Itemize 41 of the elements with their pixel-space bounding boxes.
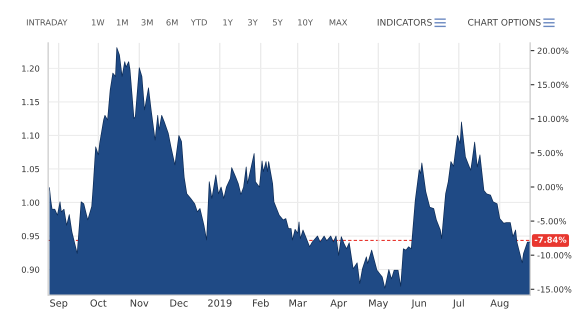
y-tick-label: 1.00: [22, 199, 40, 206]
y2-tick-label: 20.00%: [538, 48, 568, 54]
x-tick-label: Dec: [170, 299, 188, 307]
y-tick-label: 1.05: [22, 166, 40, 172]
y2-tick-label: -5.00%: [537, 218, 566, 224]
x-tick-label: Mar: [289, 299, 307, 307]
y2-tick-label: 5.00%: [538, 150, 564, 156]
x-tick-label: Oct: [90, 299, 106, 307]
x-tick-label: Jun: [411, 299, 426, 309]
text: CHART OPTIONS: [468, 18, 541, 26]
x-tick-label: Feb: [253, 299, 269, 307]
text: 3M: [142, 19, 153, 26]
text: MAX: [330, 19, 348, 26]
text: 6M: [166, 19, 178, 26]
text: 10Y: [298, 19, 313, 26]
text: 3Y: [248, 19, 258, 26]
y-tick-label: 0.90: [22, 266, 40, 273]
x-tick-label: Jul: [452, 299, 464, 309]
y2-tick-label: 0.00%: [538, 184, 564, 190]
ref-line-label: -7.84%: [534, 236, 566, 243]
x-tick-label: Nov: [130, 299, 148, 307]
x-tick-label: May: [369, 299, 388, 309]
text: 5Y: [272, 19, 283, 26]
text: INDICATORS: [378, 18, 432, 26]
text: 1W: [92, 19, 104, 26]
y-tick-label: 1.10: [22, 132, 40, 139]
text: 1Y: [223, 19, 233, 26]
text: YTD: [190, 19, 207, 26]
y2-tick-label: -10.00%: [537, 252, 572, 258]
x-tick-label: Apr: [330, 299, 348, 309]
y2-tick-label: 10.00%: [538, 116, 568, 122]
x-tick-label: 2019: [208, 299, 232, 307]
y2-tick-label: 15.00%: [538, 82, 568, 88]
x-tick-label: Aug: [490, 299, 508, 309]
y2-tick-label: -15.00%: [537, 286, 572, 293]
text: 1M: [116, 19, 128, 26]
text: INTRADAY: [26, 19, 68, 26]
y-tick-label: 1.15: [22, 98, 40, 106]
y-tick-label: 1.20: [22, 65, 40, 72]
y-tick-label: 0.95: [22, 232, 40, 240]
x-tick-label: Sep: [50, 299, 68, 309]
